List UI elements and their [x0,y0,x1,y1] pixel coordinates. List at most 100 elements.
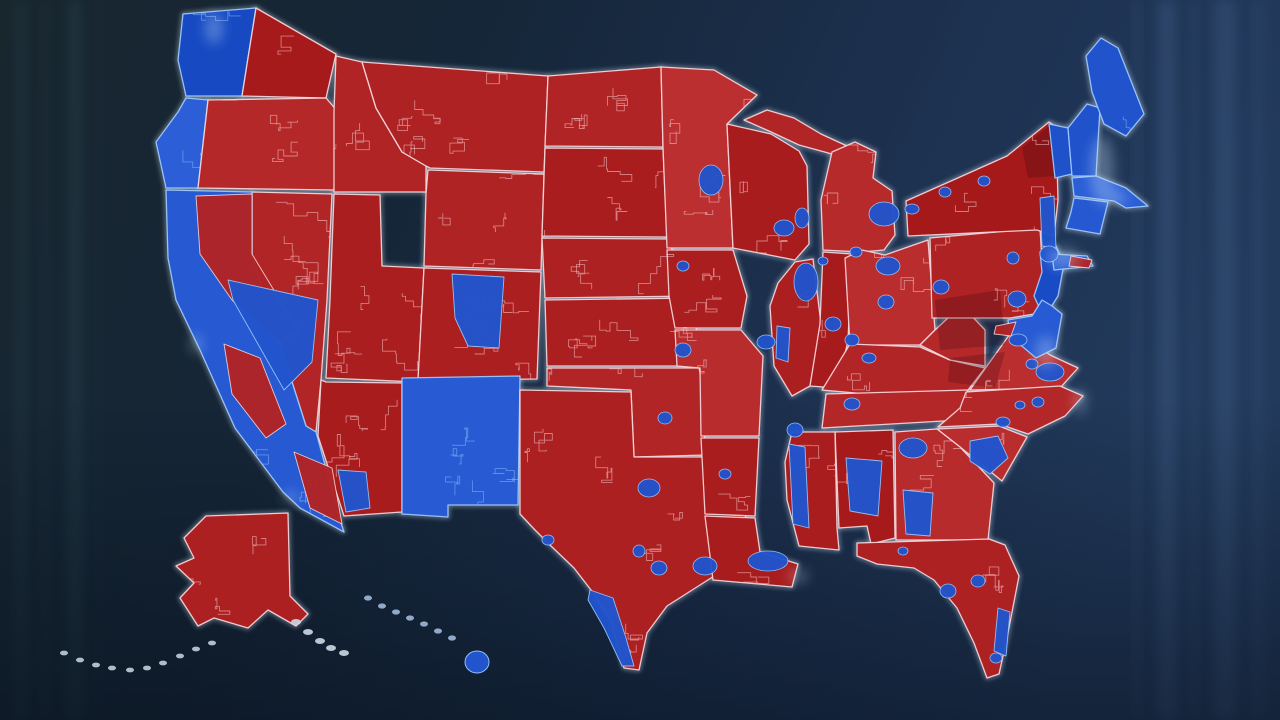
mississippi-delta-glow [788,570,808,582]
district-patch-mississippi-delta [788,443,810,529]
district-spot-indianapolis [824,316,842,332]
hawaii-island [378,603,386,609]
city-district-spots-layer [541,164,1065,664]
district-spot-new-orleans-baton-rouge [747,550,789,572]
district-spot-philadelphia [1007,290,1027,308]
state-north-dakota [544,66,664,148]
alaska-panhandle-island [315,638,325,644]
district-patch-birmingham-black-belt [845,457,883,517]
district-patch-california-central-valley [223,343,287,439]
aleutian-island [176,653,184,659]
district-spot-nashville [843,397,861,411]
district-spot-northern-virginia [1008,333,1028,347]
district-spot-omaha [676,260,690,272]
district-spot-el-paso [541,534,555,546]
state-missouri [674,329,764,437]
district-spot-chicago [793,262,819,302]
aleutian-island [92,662,100,668]
state-washington-east [241,7,337,99]
state-florida [856,538,1020,679]
hawaii-island [392,609,400,615]
district-patch-arizona-border-south [337,469,371,513]
state-maine [1085,37,1145,137]
district-patch-south-texas-rio-grande [587,589,635,667]
district-spot-detroit-metro [868,201,900,227]
district-spot-orlando [970,574,986,588]
district-spot-tampa-st-petersburg [939,583,957,599]
highlight-glow-layer [190,12,1126,582]
district-spot-miami [989,652,1003,664]
long-island-sound-glow [1047,248,1079,268]
district-spot-charlotte [995,416,1011,428]
hawaii-island [448,635,456,641]
state-hawaii [464,650,490,674]
aleutian-island [143,665,151,671]
district-patch-hudson-valley [1039,195,1057,249]
district-spot-minneapolis [698,164,724,196]
district-spot-louisville [861,352,877,364]
boston-glow [1106,190,1126,206]
outer-banks-glow [1074,390,1086,414]
district-spot-little-rock [718,468,732,480]
district-patch-central-south-carolina [969,435,1009,475]
district-spot-cincinnati [844,333,860,347]
district-spot-pittsburgh [932,279,950,295]
upstate-new-york-shade [1022,126,1054,178]
alaska-panhandle-island [339,650,349,656]
state-new-mexico [401,375,521,518]
hawaii-island [364,595,372,601]
aleutian-island [126,667,134,673]
district-spot-tallahassee [897,546,909,556]
district-patch-central-illinois [775,325,791,363]
district-spot-buffalo [904,203,920,215]
state-oregon [197,97,339,191]
hawaii-island [434,628,442,634]
aleutian-island [60,650,68,656]
state-wyoming [423,169,545,271]
state-iowa [666,249,748,329]
district-spot-milwaukee [794,207,810,229]
hawaii-island [406,615,414,621]
district-patch-southeast-florida [993,607,1011,657]
district-spot-st-louis [756,334,776,350]
district-spot-austin [632,544,646,558]
state-alaska [175,512,309,629]
district-spot-richmond [1025,358,1039,370]
islands-layer [60,595,490,674]
central-virginia-shade [948,352,1005,388]
aleutian-island [192,646,200,652]
district-patch-california-socal-inland [293,451,343,525]
los-angeles-coast-glow [283,492,299,502]
chesapeake-bay-glow [1036,336,1056,368]
state-west-virginia [919,311,986,367]
puget-sound-glow [205,12,223,44]
district-spot-columbus [877,294,895,310]
aleutian-island [76,657,84,663]
state-north-carolina [937,385,1084,435]
appalachia-shade [935,290,1005,350]
district-spot-madison [773,219,795,237]
aleutian-island [159,660,167,666]
district-spot-toledo [849,246,863,258]
district-patch-nevada-south [227,279,319,391]
district-spot-san-antonio [650,560,668,576]
district-patches-layer [195,193,1093,667]
district-spot-houston [692,556,718,576]
district-spot-oklahoma-city [657,411,673,425]
hawaii-island [420,621,428,627]
district-spot-memphis [786,422,804,438]
district-spot-greensboro [1014,400,1026,410]
district-spot-scranton [1006,251,1020,265]
district-spot-rochester [938,186,952,198]
aleutian-island [208,640,216,646]
alaska-panhandle-island [291,619,301,625]
district-patch-southwest-georgia [902,489,934,537]
district-patch-denver-metro [451,273,505,349]
district-spot-syracuse [977,175,991,187]
district-spot-cleveland-akron [875,256,901,276]
new-england-coast-glow [1090,136,1114,204]
district-spot-atlanta [898,437,928,459]
district-spot-gary [817,256,829,266]
